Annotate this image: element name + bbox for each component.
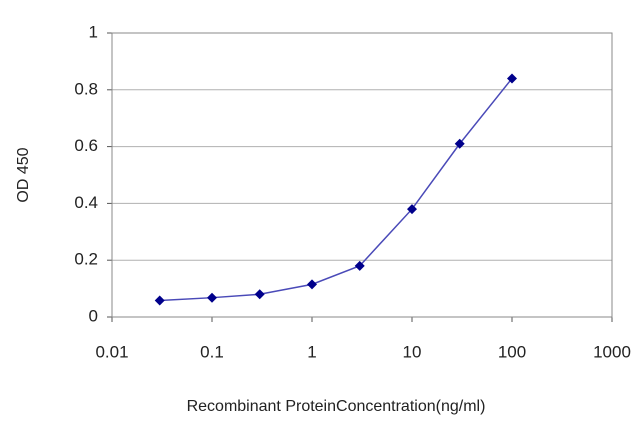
data-line: [159, 77, 513, 302]
data-point: [407, 204, 417, 215]
data-point: [207, 292, 217, 303]
x-tick-label: 1000: [593, 342, 631, 361]
data-point: [454, 138, 465, 149]
data-point: [154, 295, 165, 306]
x-tick-label: 1: [307, 342, 316, 361]
y-axis-title: OD 450: [15, 147, 32, 202]
x-tick-label: 0.1: [200, 342, 224, 361]
data-point: [307, 279, 317, 290]
y-tick-label: 0.4: [74, 193, 98, 212]
x-axis-title: Recombinant ProteinConcentration(ng/ml): [187, 398, 486, 415]
x-tick-label: 0.01: [95, 342, 128, 361]
y-tick-label: 0.6: [74, 136, 98, 155]
y-tick-label: 0.2: [74, 250, 98, 269]
data-point: [254, 289, 265, 300]
y-tick-label: 0.8: [74, 79, 98, 98]
y-tick-label: 0: [89, 306, 98, 325]
x-tick-label: 10: [403, 342, 422, 361]
x-tick-label: 100: [498, 342, 526, 361]
data-point: [354, 260, 365, 271]
y-tick-label: 1: [89, 22, 98, 41]
data-point: [507, 73, 517, 84]
plot-frame: [111, 32, 613, 318]
